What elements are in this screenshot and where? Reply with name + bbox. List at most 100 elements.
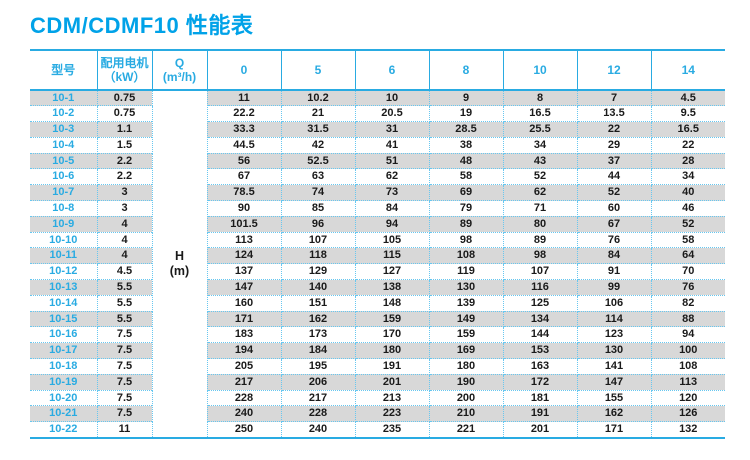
h-value-cell: 25.5 (502, 121, 578, 138)
h-value-cell: 34 (502, 136, 578, 154)
page: CDM/CDMF10 性能表 型号 配用电机 （kW） Q (m³/h) 0 5 (30, 13, 725, 439)
h-value-cell: 20.5 (354, 105, 430, 123)
h-value-cell: 89 (502, 231, 578, 249)
h-value-cell: 89 (428, 215, 504, 233)
h-value-cell: 43 (502, 152, 578, 170)
table-row: 10-13 5.5 147 140 138 130 116 99 76 (30, 279, 725, 296)
h-value-cell: 52 (650, 215, 725, 233)
h-value-cell: 180 (354, 342, 430, 360)
h-value-cell: 123 (576, 326, 652, 344)
h-value-cell: 67 (206, 168, 282, 186)
h-value-cell: 88 (650, 310, 725, 328)
header-q-line1: Q (174, 56, 185, 70)
h-value-cell: 132 (650, 421, 725, 439)
model-cell: 10-21 (30, 405, 98, 423)
h-value-cell: 228 (206, 389, 282, 407)
h-value-cell: 190 (428, 373, 504, 391)
h-value-cell: 60 (576, 200, 652, 217)
h-value-cell: 235 (354, 421, 430, 439)
model-cell: 10-8 (30, 200, 98, 217)
h-value-cell: 100 (650, 342, 725, 360)
table-row: 10-22 11 250 240 235 221 201 171 132 (30, 421, 725, 439)
header-flow-12: 12 (576, 49, 652, 91)
h-value-cell: 213 (354, 389, 430, 407)
model-cell: 10-3 (30, 121, 98, 138)
h-value-cell: 82 (650, 294, 725, 312)
kw-cell: 2.2 (96, 152, 153, 170)
h-value-cell: 19 (428, 105, 504, 123)
table-row: 10-2 0.75 22.2 21 20.5 19 16.5 13.5 9.5 (30, 105, 725, 123)
h-value-cell: 58 (428, 168, 504, 186)
kw-cell: 2.2 (96, 168, 153, 186)
h-value-cell: 78.5 (206, 184, 282, 202)
h-value-cell: 181 (502, 389, 578, 407)
h-value-cell: 151 (280, 294, 356, 312)
table-row: 10-6 2.2 67 63 62 58 52 44 34 (30, 168, 725, 186)
table-row: 10-21 7.5 240 228 223 210 191 162 126 (30, 405, 725, 423)
h-value-cell: 46 (650, 200, 725, 217)
h-value-cell: 58 (650, 231, 725, 249)
h-value-cell: 52 (502, 168, 578, 186)
h-value-cell: 90 (206, 200, 282, 217)
header-flow-0: 0 (206, 49, 282, 91)
kw-cell: 7.5 (96, 405, 153, 423)
h-value-cell: 80 (502, 215, 578, 233)
h-value-cell: 137 (206, 263, 282, 281)
kw-cell: 4 (96, 215, 153, 233)
page-title: CDM/CDMF10 性能表 (30, 13, 254, 38)
h-value-cell: 201 (354, 373, 430, 391)
model-cell: 10-2 (30, 105, 98, 123)
table-row: 10-12 4.5 137 129 127 119 107 91 70 (30, 263, 725, 281)
h-value-cell: 63 (280, 168, 356, 186)
table-row: 10-8 3 90 85 84 79 71 60 46 (30, 200, 725, 217)
h-value-cell: 170 (354, 326, 430, 344)
h-value-cell: 62 (502, 184, 578, 202)
table-row: 10-5 2.2 56 52.5 51 48 43 37 28 (30, 152, 725, 170)
model-cell: 10-19 (30, 373, 98, 391)
h-value-cell: 52.5 (280, 152, 356, 170)
table-row: 10-14 5.5 160 151 148 139 125 106 82 (30, 294, 725, 312)
h-value-cell: 217 (280, 389, 356, 407)
kw-cell: 4.5 (96, 263, 153, 281)
h-value-cell: 13.5 (576, 105, 652, 123)
h-value-cell: 206 (280, 373, 356, 391)
h-value-cell: 144 (502, 326, 578, 344)
h-value-cell: 98 (428, 231, 504, 249)
header-motor-line1: 配用电机 (100, 56, 149, 70)
h-value-cell: 195 (280, 358, 356, 375)
h-value-cell: 119 (428, 263, 504, 281)
table-row: 10-4 1.5 44.5 42 41 38 34 29 22 (30, 136, 725, 154)
h-value-cell: 201 (502, 421, 578, 439)
header-flow-10: 10 (502, 49, 578, 91)
kw-cell: 7.5 (96, 326, 153, 344)
kw-cell: 4 (96, 247, 153, 265)
table-body: 10-1 0.75 H (m) 11 10.2 10 9 8 7 4.5 10-2 0.75 22.2 21… (30, 89, 725, 439)
h-value-cell: 240 (206, 405, 282, 423)
table-row: 10-19 7.5 217 206 201 190 172 147 113 (30, 373, 725, 391)
h-value-cell: 191 (502, 405, 578, 423)
h-value-cell: 41 (354, 136, 430, 154)
h-value-cell: 62 (354, 168, 430, 186)
h-value-cell: 114 (576, 310, 652, 328)
h-value-cell: 153 (502, 342, 578, 360)
model-cell: 10-16 (30, 326, 98, 344)
kw-cell: 0.75 (96, 89, 153, 107)
h-value-cell: 44 (576, 168, 652, 186)
table-row: 10-16 7.5 183 173 170 159 144 123 94 (30, 326, 725, 344)
h-value-cell: 124 (206, 247, 282, 265)
h-value-cell: 120 (650, 389, 725, 407)
h-value-cell: 130 (576, 342, 652, 360)
h-value-cell: 16.5 (502, 105, 578, 123)
h-value-cell: 76 (576, 231, 652, 249)
kw-cell: 7.5 (96, 389, 153, 407)
table-row: 10-1 0.75 H (m) 11 10.2 10 9 8 7 4.5 (30, 89, 725, 439)
header-flow-5: 5 (280, 49, 356, 91)
h-unit-cell: H (m) (151, 90, 208, 439)
h-value-cell: 21 (280, 105, 356, 123)
h-value-cell: 180 (428, 358, 504, 375)
h-value-cell: 108 (650, 358, 725, 375)
kw-cell: 1.5 (96, 136, 153, 154)
h-value-cell: 205 (206, 358, 282, 375)
h-value-cell: 118 (280, 247, 356, 265)
h-value-cell: 228 (280, 405, 356, 423)
